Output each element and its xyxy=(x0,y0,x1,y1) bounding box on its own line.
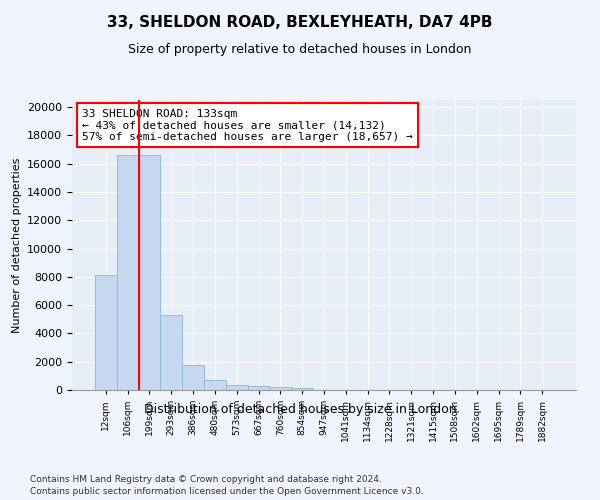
Bar xyxy=(117,155,139,390)
Text: 33 SHELDON ROAD: 133sqm
← 43% of detached houses are smaller (14,132)
57% of sem: 33 SHELDON ROAD: 133sqm ← 43% of detache… xyxy=(82,108,413,142)
Text: Contains HM Land Registry data © Crown copyright and database right 2024.: Contains HM Land Registry data © Crown c… xyxy=(30,475,382,484)
Bar xyxy=(95,276,117,390)
Bar xyxy=(160,315,182,390)
Bar xyxy=(248,386,269,390)
Y-axis label: Number of detached properties: Number of detached properties xyxy=(11,158,22,332)
Bar xyxy=(204,380,226,390)
Bar xyxy=(291,388,313,390)
Text: Size of property relative to detached houses in London: Size of property relative to detached ho… xyxy=(128,42,472,56)
Bar xyxy=(182,364,204,390)
Bar xyxy=(139,155,160,390)
Text: Contains public sector information licensed under the Open Government Licence v3: Contains public sector information licen… xyxy=(30,488,424,496)
Bar xyxy=(269,387,291,390)
Bar xyxy=(226,385,248,390)
Text: Distribution of detached houses by size in London: Distribution of detached houses by size … xyxy=(143,402,457,415)
Text: 33, SHELDON ROAD, BEXLEYHEATH, DA7 4PB: 33, SHELDON ROAD, BEXLEYHEATH, DA7 4PB xyxy=(107,15,493,30)
